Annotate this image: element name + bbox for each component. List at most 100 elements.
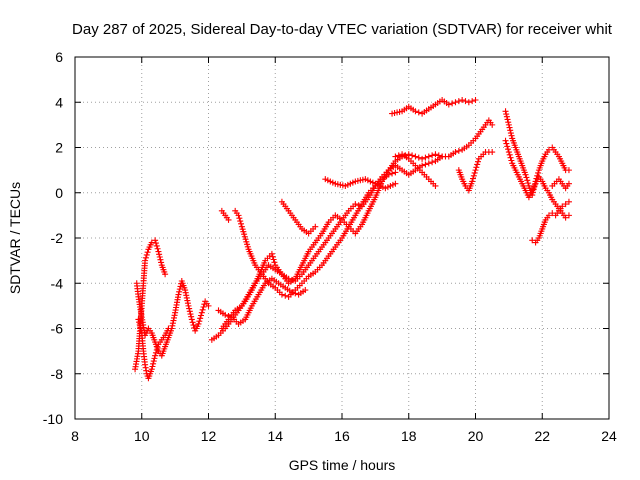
y-axis-label: SDTVAR / TECUs — [7, 182, 23, 294]
data-point — [154, 245, 161, 252]
data-point — [197, 315, 204, 322]
data-point — [507, 127, 514, 134]
data-point — [150, 358, 157, 365]
data-point — [422, 161, 429, 168]
data-point — [269, 253, 276, 260]
data-point — [222, 311, 229, 318]
y-tick-label: -8 — [51, 366, 64, 382]
data-point — [562, 214, 569, 221]
y-tick-label: -4 — [51, 275, 64, 291]
data-point — [186, 308, 193, 315]
data-point — [158, 259, 165, 266]
data-point — [186, 305, 193, 312]
data-point — [504, 143, 511, 150]
data-point — [182, 287, 189, 294]
data-point — [136, 319, 143, 326]
data-point — [270, 256, 277, 263]
data-point — [419, 155, 426, 162]
data-point — [565, 167, 572, 174]
data-point — [502, 137, 509, 144]
data-point — [471, 169, 478, 176]
data-point — [169, 320, 176, 327]
data-point — [188, 316, 195, 323]
data-point — [156, 251, 163, 258]
data-point — [392, 153, 399, 160]
y-tick-label: 0 — [55, 185, 63, 201]
data-point — [198, 309, 205, 316]
data-point — [429, 159, 436, 166]
data-point — [429, 152, 436, 159]
data-point — [169, 322, 176, 329]
data-point — [183, 294, 190, 301]
data-point — [395, 152, 402, 159]
chart-title: Day 287 of 2025, Sidereal Day-to-day VTE… — [72, 21, 613, 38]
x-axis-label: GPS time / hours — [289, 457, 396, 473]
data-point — [503, 111, 510, 118]
data-point — [504, 116, 511, 123]
data-point — [150, 360, 157, 367]
data-point — [508, 157, 515, 164]
data-point — [170, 317, 177, 324]
data-point — [182, 289, 189, 296]
data-point — [472, 167, 479, 174]
data-point — [565, 212, 572, 219]
data-point — [422, 154, 429, 161]
data-point — [524, 177, 531, 184]
data-point — [157, 256, 164, 263]
data-point — [412, 108, 419, 115]
data-point — [525, 180, 532, 187]
data-point — [522, 171, 529, 178]
data-point — [175, 291, 182, 298]
data-point — [153, 346, 160, 353]
data-point — [475, 158, 482, 165]
y-tick-label: -2 — [51, 230, 64, 246]
data-point — [302, 287, 309, 294]
data-point — [474, 161, 481, 168]
data-point — [508, 132, 515, 139]
data-point — [292, 290, 299, 297]
data-point — [190, 322, 197, 329]
data-point — [445, 101, 452, 108]
data-point — [415, 109, 422, 116]
data-point — [137, 324, 144, 331]
data-point — [152, 349, 159, 356]
data-point — [205, 302, 212, 309]
data-point — [142, 254, 149, 261]
data-point — [545, 146, 552, 153]
data-point — [152, 237, 159, 244]
data-point — [288, 276, 295, 283]
x-tick-label: 22 — [534, 428, 550, 444]
data-point — [143, 367, 150, 374]
y-tick-label: 6 — [55, 49, 63, 65]
data-point — [455, 98, 462, 105]
data-point — [507, 130, 514, 137]
data-point — [153, 242, 160, 249]
data-point — [144, 249, 151, 256]
data-point — [282, 292, 289, 299]
data-point — [505, 121, 512, 128]
data-point — [535, 169, 542, 176]
data-point — [184, 297, 191, 304]
data-point — [392, 180, 399, 187]
data-point — [236, 215, 243, 222]
data-point — [565, 198, 572, 205]
data-point — [176, 286, 183, 293]
data-point — [225, 313, 232, 320]
data-point — [138, 327, 145, 334]
data-point — [154, 344, 161, 351]
data-point — [449, 100, 456, 107]
x-tick-label: 16 — [334, 428, 350, 444]
data-point — [155, 248, 162, 255]
x-tick-label: 10 — [134, 428, 150, 444]
data-point — [455, 147, 462, 154]
data-point — [489, 149, 496, 156]
data-point — [148, 366, 155, 373]
data-point — [142, 257, 149, 264]
data-point — [152, 352, 159, 359]
data-point — [459, 96, 466, 103]
data-point — [187, 311, 194, 318]
data-point — [469, 98, 476, 105]
data-point — [470, 172, 477, 179]
data-point — [142, 364, 149, 371]
